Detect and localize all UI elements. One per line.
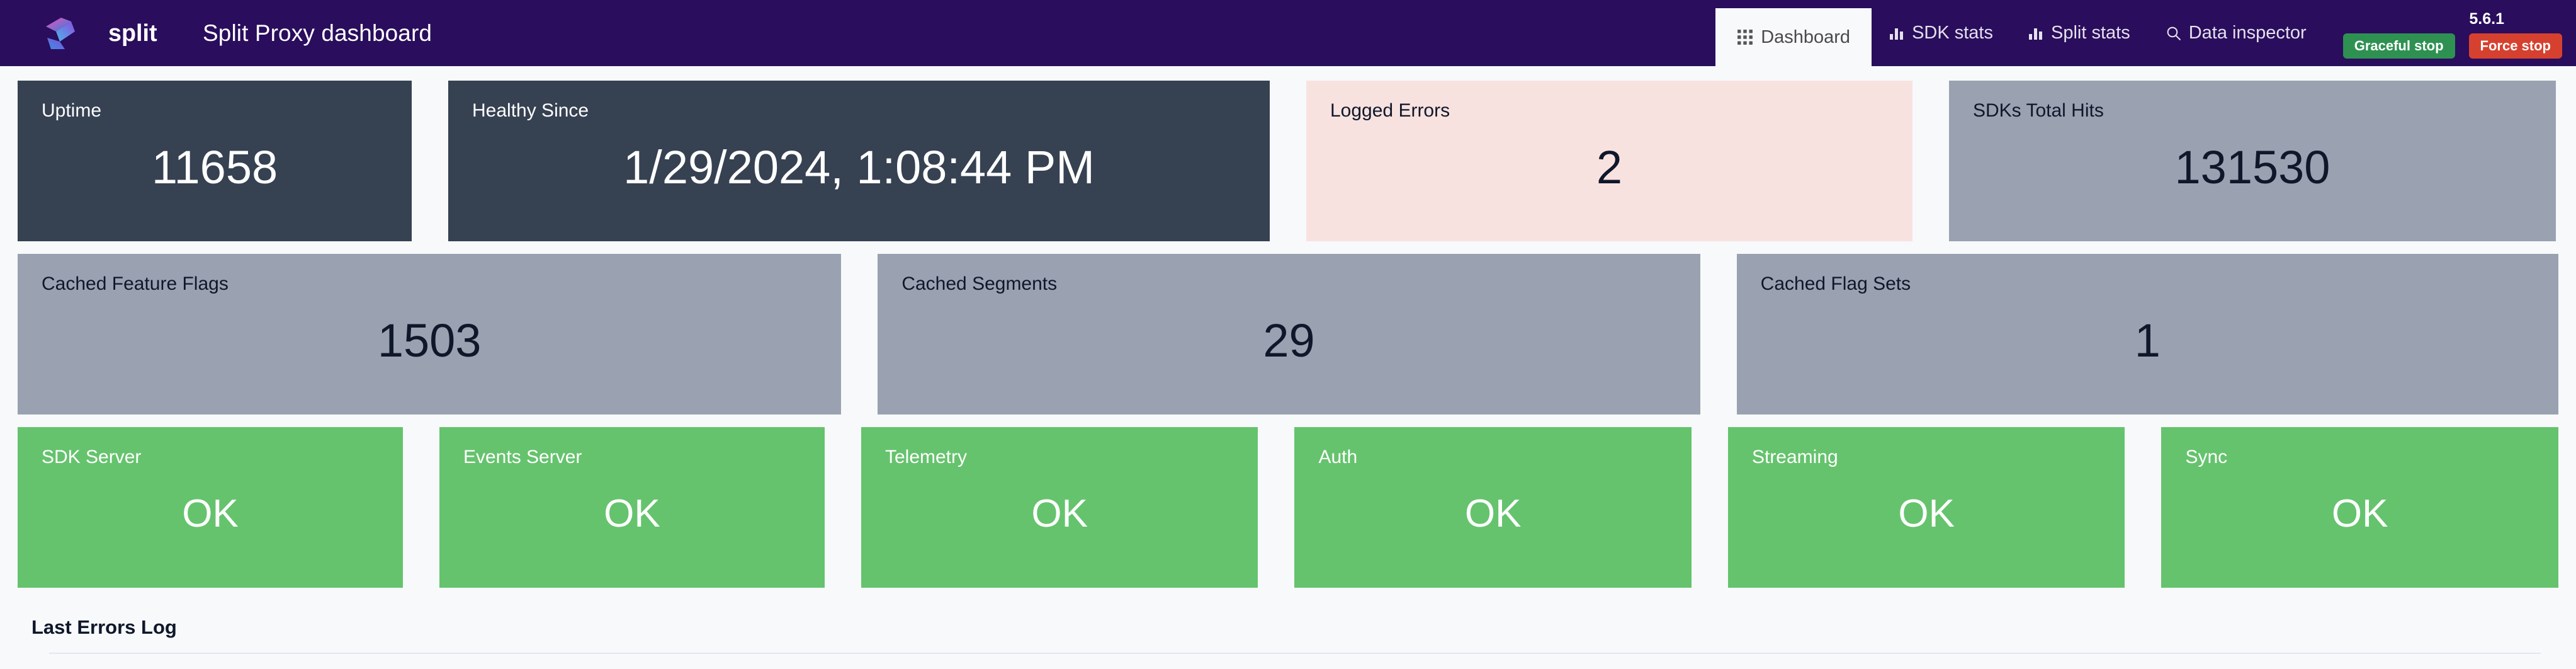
status-card-auth: Auth OK bbox=[1294, 427, 1692, 588]
split-wordmark: split bbox=[108, 20, 157, 46]
tab-data-inspector-label: Data inspector bbox=[2188, 23, 2307, 43]
bar-chart-icon bbox=[1889, 26, 1904, 41]
status-card-value: OK bbox=[604, 491, 660, 535]
last-errors-log-title: Last Errors Log bbox=[31, 616, 177, 638]
tab-sdk-stats[interactable]: SDK stats bbox=[1872, 0, 2011, 66]
split-logo-icon bbox=[46, 17, 75, 49]
stat-card-value: 1 bbox=[2134, 314, 2161, 367]
status-row: SDK Server OK Events Server OK Telemetry… bbox=[18, 427, 2558, 588]
status-card-label: Sync bbox=[2185, 447, 2228, 467]
tab-sdk-stats-label: SDK stats bbox=[1912, 23, 1993, 43]
status-card-value: OK bbox=[1031, 491, 1088, 535]
stat-card-logged-errors: Logged Errors 2 bbox=[1306, 81, 1912, 241]
tab-split-stats-label: Split stats bbox=[2051, 23, 2130, 43]
last-errors-log-section: Last Errors Log bbox=[0, 602, 2576, 655]
status-card-label: Streaming bbox=[1751, 447, 1838, 467]
status-card-sync: Sync OK bbox=[2161, 427, 2558, 588]
status-card-label: Events Server bbox=[463, 447, 582, 467]
tab-dashboard-label: Dashboard bbox=[1761, 26, 1851, 47]
grid-icon bbox=[1737, 29, 1753, 45]
stat-card-sdks-total-hits: SDKs Total Hits 131530 bbox=[1949, 81, 2556, 241]
stats-row-2: Cached Feature Flags 1503 Cached Segment… bbox=[18, 254, 2558, 415]
stat-card-value: 131530 bbox=[2174, 140, 2330, 193]
version-label: 5.6.1 bbox=[2469, 10, 2504, 28]
stat-card-value: 11658 bbox=[151, 140, 278, 193]
tab-data-inspector[interactable]: Data inspector bbox=[2148, 0, 2324, 66]
stat-card-cached-feature-flags: Cached Feature Flags 1503 bbox=[18, 254, 842, 415]
svg-text:split: split bbox=[108, 20, 157, 46]
nav-actions: 5.6.1 Graceful stop Force stop bbox=[2324, 0, 2576, 66]
stat-card-label: Cached Flag Sets bbox=[1760, 273, 1911, 294]
tab-split-stats[interactable]: Split stats bbox=[2011, 0, 2148, 66]
stat-card-label: Cached Feature Flags bbox=[42, 273, 229, 294]
stat-card-cached-segments: Cached Segments 29 bbox=[878, 254, 1700, 415]
stat-card-label: SDKs Total Hits bbox=[1973, 100, 2104, 121]
stat-card-label: Cached Segments bbox=[901, 273, 1058, 294]
status-card-label: SDK Server bbox=[42, 447, 142, 467]
stat-card-value: 1/29/2024, 1:08:44 PM bbox=[623, 140, 1095, 193]
stop-buttons: Graceful stop Force stop bbox=[2342, 33, 2562, 59]
brand[interactable]: split Split Proxy dashboard bbox=[24, 14, 432, 53]
status-card-label: Auth bbox=[1318, 447, 1358, 467]
status-card-value: OK bbox=[1464, 491, 1522, 535]
graceful-stop-button[interactable]: Graceful stop bbox=[2342, 33, 2455, 59]
stat-card-uptime: Uptime 11658 bbox=[18, 81, 412, 241]
status-card-value: OK bbox=[2331, 491, 2388, 535]
nav-right-group: Dashboard SDK stats Split stats bbox=[1715, 0, 2576, 66]
stat-card-label: Logged Errors bbox=[1330, 100, 1450, 121]
stat-card-value: 1503 bbox=[377, 314, 482, 367]
stat-card-label: Healthy Since bbox=[472, 100, 589, 121]
status-card-label: Telemetry bbox=[884, 447, 968, 467]
status-card-sdk-server: SDK Server OK bbox=[18, 427, 403, 588]
status-card-value: OK bbox=[182, 491, 239, 535]
app-title: Split Proxy dashboard bbox=[203, 20, 432, 46]
search-icon bbox=[2166, 25, 2181, 41]
dashboard-main: Uptime 11658 Healthy Since 1/29/2024, 1:… bbox=[0, 66, 2576, 588]
force-stop-button[interactable]: Force stop bbox=[2468, 33, 2562, 59]
stat-card-value: 2 bbox=[1596, 140, 1623, 193]
status-card-value: OK bbox=[1898, 491, 1955, 535]
status-card-events-server: Events Server OK bbox=[439, 427, 825, 588]
stat-card-healthy-since: Healthy Since 1/29/2024, 1:08:44 PM bbox=[448, 81, 1270, 241]
stats-row-1: Uptime 11658 Healthy Since 1/29/2024, 1:… bbox=[18, 81, 2558, 241]
section-divider bbox=[49, 653, 2541, 655]
status-card-streaming: Streaming OK bbox=[1727, 427, 2125, 588]
stat-card-cached-flag-sets: Cached Flag Sets 1 bbox=[1736, 254, 2558, 415]
bar-chart-icon bbox=[2028, 26, 2043, 41]
top-navbar: split Split Proxy dashboard Dashboard bbox=[0, 0, 2576, 66]
stat-card-value: 29 bbox=[1263, 314, 1315, 367]
tab-dashboard[interactable]: Dashboard bbox=[1715, 8, 1872, 66]
stat-card-label: Uptime bbox=[42, 100, 102, 121]
nav-tabs: Dashboard SDK stats Split stats bbox=[1715, 0, 2324, 66]
status-card-telemetry: Telemetry OK bbox=[861, 427, 1258, 588]
